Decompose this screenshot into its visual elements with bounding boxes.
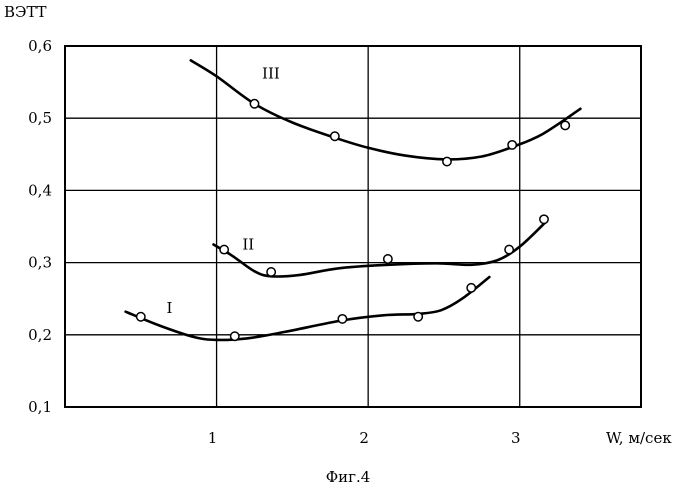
- series-curves: [126, 60, 581, 340]
- series-iii-curve: [191, 60, 581, 159]
- series-i-curve: [126, 277, 490, 340]
- series-ii-label: II: [242, 236, 254, 254]
- plot-frame: [65, 46, 641, 407]
- series-i-point: [467, 284, 475, 292]
- series-iii-label: III: [262, 64, 280, 82]
- series-i-point: [231, 332, 239, 340]
- series-i-point: [137, 313, 145, 321]
- y-tick-labels: 0,1 0,2 0,3 0,4 0,5 0,6: [28, 37, 52, 416]
- series-iii-point: [508, 141, 516, 149]
- y-tick-label: 0,4: [28, 181, 52, 199]
- series-i-label: I: [167, 299, 173, 317]
- series-i-point: [338, 315, 346, 323]
- series-iii-point: [331, 132, 339, 140]
- series-ii-point: [220, 245, 228, 253]
- y-tick-label: 0,6: [28, 37, 52, 55]
- grid: [65, 46, 641, 407]
- series-ii-point: [384, 255, 392, 263]
- series-iii-point: [443, 157, 451, 165]
- x-tick-label: 2: [359, 429, 369, 447]
- x-tick-label: 3: [511, 429, 521, 447]
- series-ii-point: [267, 268, 275, 276]
- series-ii-point: [540, 215, 548, 223]
- figure-caption: Фиг.4: [326, 468, 371, 486]
- series-ii-point: [505, 245, 513, 253]
- x-tick-label: 1: [208, 429, 218, 447]
- y-tick-label: 0,2: [28, 326, 52, 344]
- x-tick-labels: 1 2 3: [208, 429, 521, 447]
- y-tick-label: 0,1: [28, 398, 52, 416]
- y-tick-label: 0,3: [28, 254, 52, 272]
- series-ii-curve: [214, 221, 548, 277]
- y-axis-title: ВЭТТ: [4, 3, 47, 21]
- series-iii-point: [561, 121, 569, 129]
- series-points: [137, 100, 570, 341]
- x-axis-title: W, м/сек: [606, 429, 672, 447]
- series-i-point: [414, 313, 422, 321]
- y-tick-label: 0,5: [28, 109, 52, 127]
- series-iii-point: [250, 100, 258, 108]
